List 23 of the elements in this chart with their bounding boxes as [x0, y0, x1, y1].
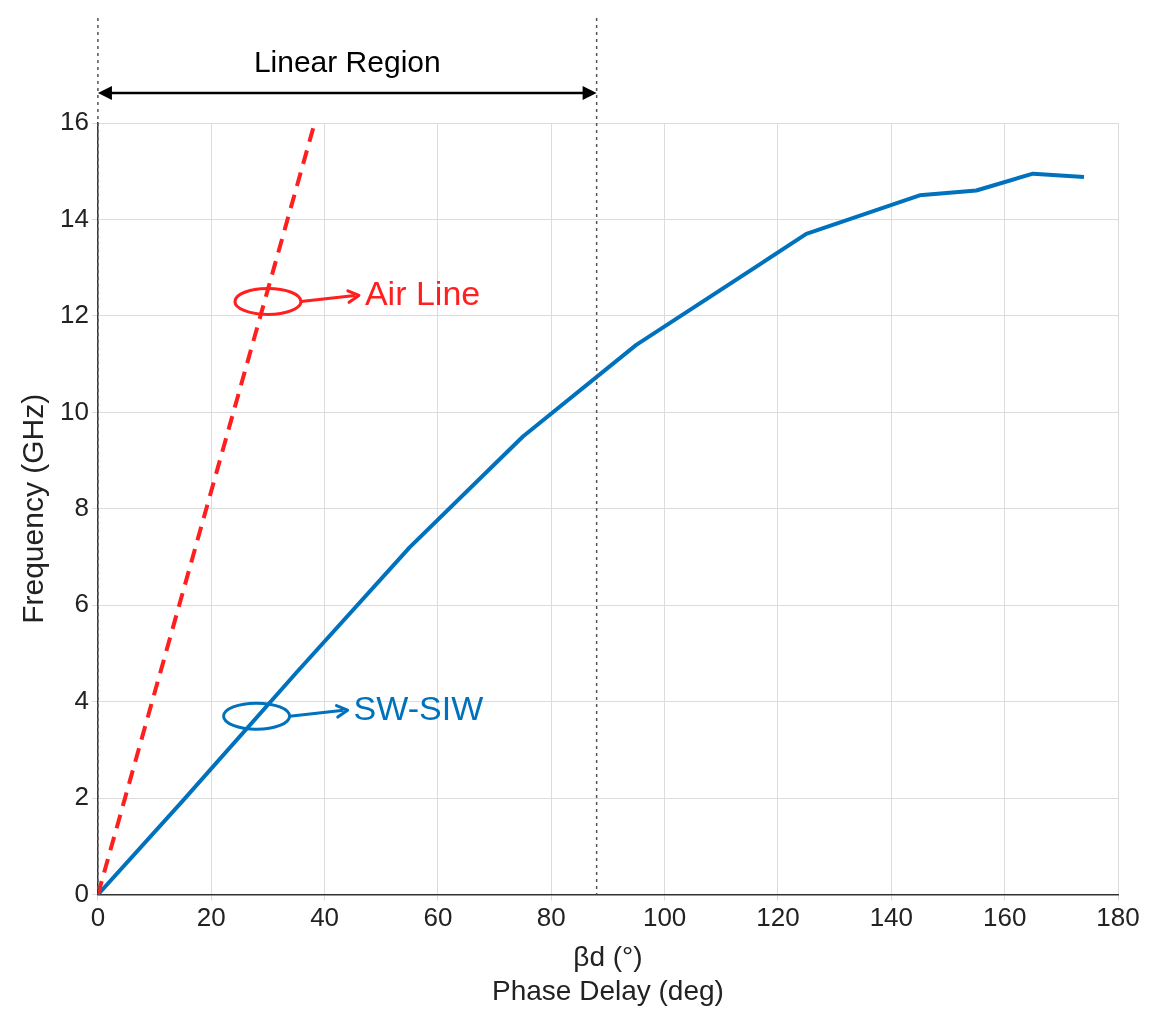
x-tick-label: 60: [423, 902, 453, 933]
x-tick-label: 100: [642, 902, 687, 933]
y-tick-label: 4: [74, 684, 89, 715]
y-tick-label: 12: [60, 299, 89, 330]
y-tick-label: 16: [60, 106, 89, 137]
y-tick-label: 8: [74, 491, 89, 522]
x-tick-label: 80: [536, 902, 566, 933]
annotation: Air Line: [364, 273, 481, 312]
x-tick-label: 180: [1096, 902, 1140, 933]
y-tick-label: 6: [74, 588, 89, 619]
x-tick-label: 120: [756, 902, 800, 933]
y-tick-label: 14: [60, 202, 89, 233]
x-tick-label: 20: [196, 902, 226, 933]
annotation: SW-SIW: [353, 688, 484, 727]
x-tick-label: 140: [869, 902, 914, 933]
y-tick-label: 10: [60, 395, 89, 426]
x-tick-label: 160: [982, 902, 1027, 933]
x-axis-title: βd (°) Phase Delay (deg): [492, 941, 724, 1006]
y-axis-title: Frequency (GHz): [16, 393, 50, 624]
y-tick-label: 2: [74, 781, 89, 812]
x-tick-label: 40: [310, 902, 340, 933]
text: Linear Region: [253, 45, 441, 79]
y-tick-label: 0: [74, 877, 89, 908]
